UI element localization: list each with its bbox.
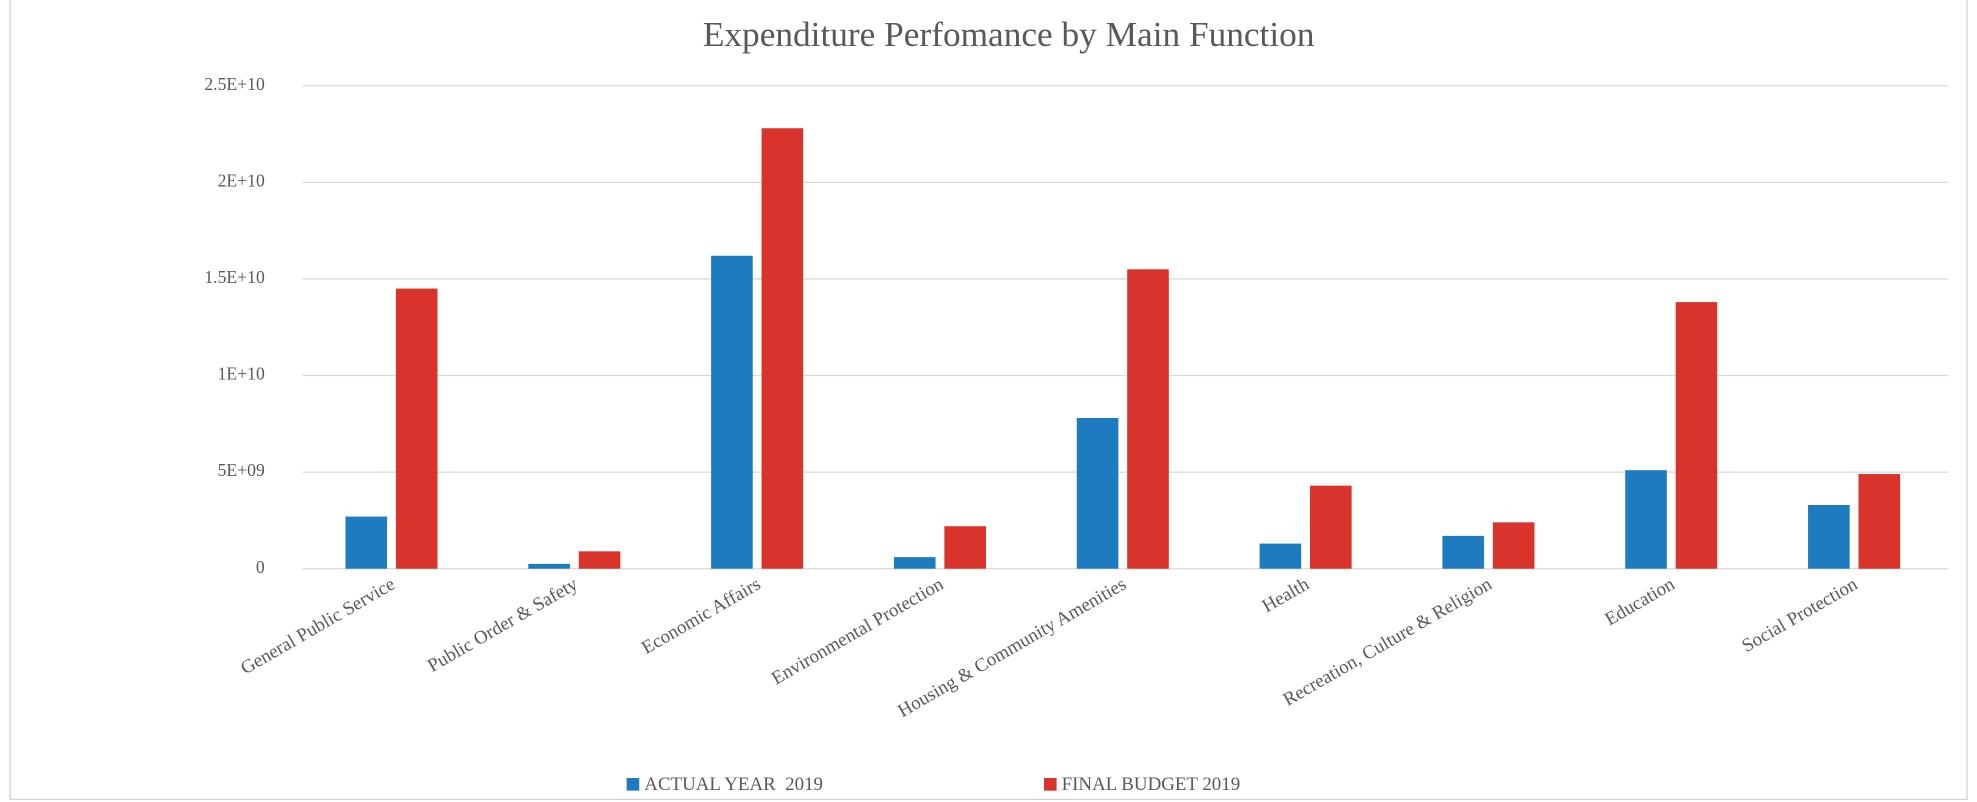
bar [893, 557, 936, 569]
legend-swatch [1043, 778, 1057, 791]
legend-swatch [626, 778, 640, 791]
bar [395, 288, 438, 569]
bar [1076, 418, 1119, 569]
bar [761, 128, 804, 569]
legend-label: ACTUAL YEAR 2019 [644, 774, 823, 795]
x-tick-label: Social Protection [1738, 573, 1861, 656]
y-tick-label: 5E+09 [218, 460, 265, 480]
chart-frame [9, 0, 1968, 801]
bar [1675, 302, 1718, 569]
bar [1259, 543, 1302, 569]
bar [528, 563, 570, 569]
bar [345, 516, 388, 569]
y-tick-label: 1.5E+10 [204, 267, 265, 287]
y-tick-label: 2.5E+10 [204, 74, 265, 94]
x-tick-label: Recreation, Culture & Religion [1280, 573, 1496, 710]
x-tick-label: Health [1259, 573, 1314, 617]
bar [1127, 269, 1169, 569]
x-tick-label: Environmental Protection [768, 573, 948, 689]
bar [1310, 485, 1352, 569]
bar [1492, 522, 1535, 569]
x-tick-label: Public Order & Safety [424, 573, 582, 676]
chart-title: Expenditure Perfomance by Main Function [703, 15, 1315, 54]
bar [578, 551, 621, 569]
x-tick-label: Economic Affairs [638, 574, 764, 659]
y-tick-label: 2E+10 [218, 170, 265, 190]
bar [1808, 504, 1850, 569]
bar [1442, 535, 1485, 569]
legend-label: FINAL BUDGET 2019 [1062, 774, 1241, 795]
bar [711, 255, 753, 569]
y-tick-label: 1E+10 [218, 364, 265, 384]
bar [944, 526, 986, 569]
x-tick-label: General Public Service [237, 574, 398, 679]
y-tick-label: 0 [256, 557, 265, 577]
bar [1858, 474, 1901, 569]
x-tick-label: Education [1602, 573, 1679, 630]
bar [1625, 470, 1667, 569]
